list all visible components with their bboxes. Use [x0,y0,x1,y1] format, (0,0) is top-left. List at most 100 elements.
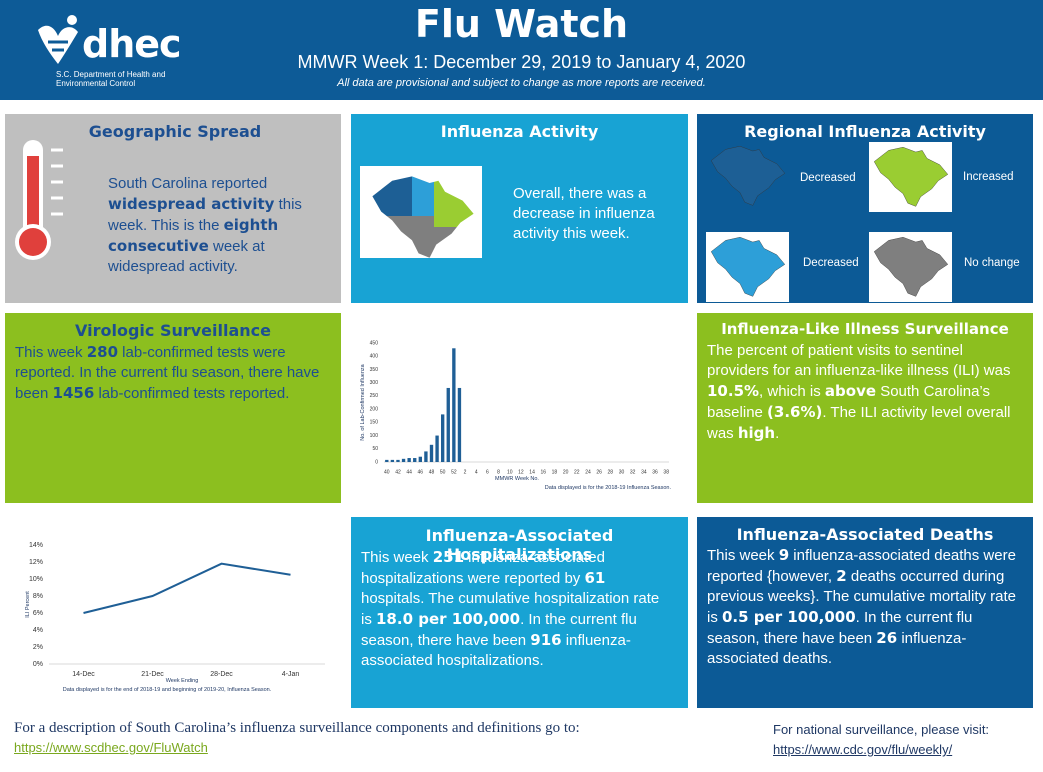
bar [407,458,411,462]
x-tick-label: 6 [486,469,489,475]
org-name: Environmental Control [56,79,136,88]
y-tick-label: 12% [29,559,43,566]
x-tick-label: 40 [384,469,390,475]
bar [413,458,417,462]
region-map [706,232,789,302]
y-tick-label: 400 [370,354,379,360]
x-tick-label: 50 [440,469,446,475]
virologic-panel: Virologic Surveillance This week 280 lab… [5,313,341,503]
x-tick-label: 4-Jan [282,671,300,678]
bold-text: 2 [836,567,847,585]
panel-text: This week 9 influenza-associated deaths … [707,545,1027,669]
x-tick-label: 28-Dec [210,671,233,678]
region-status: Decreased [803,257,859,269]
x-tick-label: 22 [574,469,580,475]
panel-text: This week 251 influenza-associated hospi… [361,547,661,671]
panel-text: South Carolina reported widespread activ… [108,174,308,277]
bar [390,459,395,462]
y-tick-label: 0% [33,661,43,668]
bold-text: 61 [584,569,606,587]
x-tick-label: 42 [395,469,401,475]
text-run: This week [361,549,433,566]
x-tick-label: 8 [497,469,500,475]
text-run: . In the current flu season, there have … [707,609,973,647]
y-tick-label: 8% [33,593,43,600]
footer-text: For a description of South Carolina’s in… [14,718,614,758]
x-tick-label: 2 [464,469,467,475]
y-tick-label: 150 [370,420,379,426]
bold-text: above [824,382,877,400]
panel-title: Regional Influenza Activity [744,122,986,141]
panel-text: This week 280 lab-confirmed tests were r… [15,342,335,404]
text-run: lab-confirmed tests were reported. In th… [15,344,320,402]
x-tick-label: 44 [406,469,412,475]
bar [435,435,439,462]
y-tick-label: 10% [29,576,43,583]
bar [429,444,434,462]
bold-text: (3.6%) [767,403,823,421]
text-run: This week [15,344,87,361]
text-run: , which is [759,383,825,400]
x-tick-label: 16 [540,469,546,475]
y-tick-label: 2% [33,644,43,651]
title: Flu Watch [414,2,629,46]
region-status: Increased [963,171,1014,183]
bold-text: 26 [876,629,898,647]
region-shape [873,146,949,207]
panel-title: Influenza-Associated Hospitalizations [425,526,614,564]
chart-note: Data displayed is for the end of 2018-19… [63,687,272,693]
x-axis-label: Week Ending [166,678,199,684]
x-tick-label: 38 [663,469,669,475]
text-run: . The ILI activity level overall was [707,404,1011,442]
region-map [710,145,786,206]
bold-text: 18.0 per 100,000 [376,610,521,628]
bold-text: high [737,424,776,442]
x-tick-label: 14-Dec [72,671,95,678]
text-run: . In the current flu season, there have … [361,611,637,649]
text-run: South Carolina reported [108,175,268,192]
regional-panel: Regional Influenza Activity Decreased Inc… [697,114,1033,303]
y-tick-label: 450 [370,340,379,346]
text-run: influenza-associated deaths were reporte… [707,547,1016,585]
state-map [360,166,482,258]
y-tick-label: 50 [372,446,378,452]
note: All data are provisional and subject to … [337,77,706,89]
region-map [869,142,952,212]
bar [446,387,450,462]
bar [418,456,422,462]
region-shape [710,145,786,206]
x-tick-label: 32 [630,469,636,475]
y-tick-label: 6% [33,610,43,617]
text-run: hospitals. The cumulative hospitalizatio… [361,590,660,628]
bold-text: 251 [432,548,465,566]
ili-chart: 0% 2% 4% 6% 8% 10% 12% 14% 14-Dec 21-Dec 28-Dec 4-J… [5,517,342,708]
header: dhec S.C. Department of Health and Envir… [0,0,1043,100]
activity-panel: Influenza Activity Overall, there was a … [351,114,688,303]
x-tick-label: 30 [619,469,625,475]
link[interactable]: https://www.scdhec.gov/FluWatch [14,740,208,755]
x-tick-label: 34 [641,469,647,475]
y-tick-label: 4% [33,627,43,634]
link[interactable]: https://www.cdc.gov/flu/weekly/ [773,742,953,757]
bold-text: 1456 [52,384,95,402]
x-tick-label: 20 [563,469,569,475]
text-run: influenza-associated hospitalizations we… [361,549,605,587]
x-tick-label: 26 [596,469,602,475]
x-tick-label: 10 [507,469,513,475]
region-shape [873,236,949,297]
line [83,562,291,614]
y-tick-label: 0 [375,459,378,465]
x-tick-label: 36 [652,469,658,475]
bar [457,387,462,462]
bar [424,451,428,462]
logo-mark [38,15,78,65]
bar [401,458,406,462]
thermometer [15,140,63,260]
ili-panel: Influenza-Like Illness Surveillance The … [697,313,1033,503]
bold-text: 10.5% [707,382,760,400]
x-tick-label: 18 [552,469,558,475]
bold-text: 280 [86,343,119,361]
